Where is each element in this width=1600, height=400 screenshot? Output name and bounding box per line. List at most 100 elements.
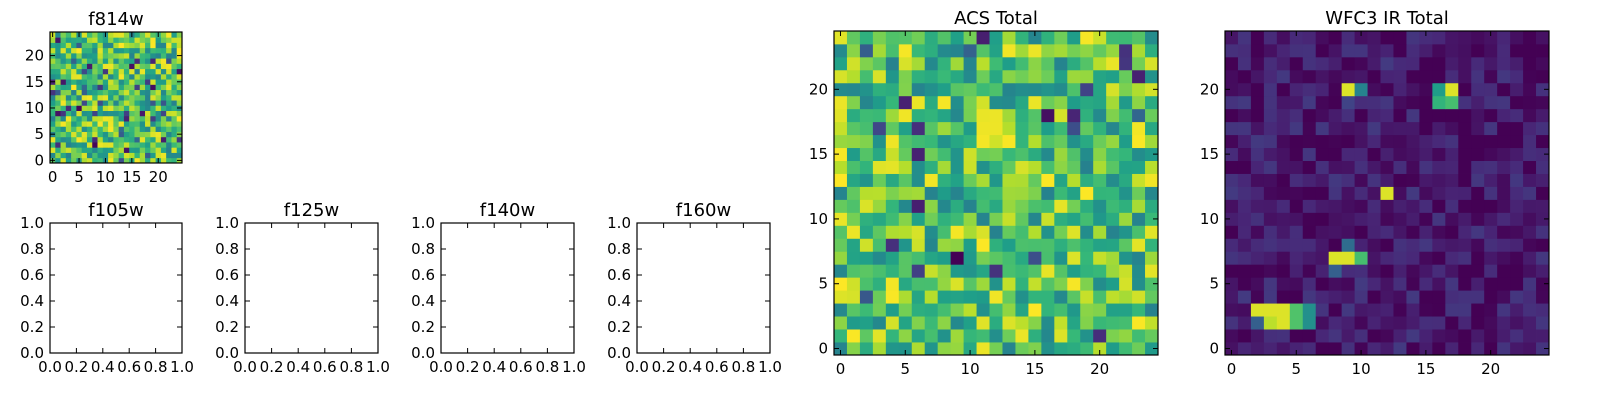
heatmap-cell bbox=[160, 142, 167, 148]
heatmap-cell bbox=[129, 42, 135, 49]
heatmap-cell bbox=[76, 136, 83, 143]
heatmap-cell bbox=[1419, 95, 1433, 110]
heatmap-cell bbox=[97, 68, 104, 75]
heatmap-cell bbox=[1132, 147, 1146, 161]
heatmap-cell bbox=[171, 52, 178, 59]
heatmap-cell bbox=[123, 89, 130, 96]
heatmap-cell bbox=[976, 160, 990, 174]
heatmap-cell bbox=[1263, 173, 1278, 187]
heatmap-cell bbox=[1328, 316, 1343, 330]
heatmap-cell bbox=[50, 47, 56, 54]
heatmap-cell bbox=[55, 79, 61, 85]
heatmap-cell bbox=[1302, 329, 1317, 343]
heatmap-cell bbox=[1237, 277, 1252, 291]
heatmap-cell bbox=[118, 47, 125, 54]
heatmap-cell bbox=[1406, 212, 1420, 226]
x-tick-label: 0.2 bbox=[652, 358, 676, 376]
heatmap-cell bbox=[1041, 342, 1055, 356]
panel-f125w: 0.0 0.2 0.4 0.6 0.8 1.00.00.20.40.60.81.0f125… bbox=[215, 200, 390, 376]
heatmap-cell bbox=[1145, 290, 1159, 304]
heatmap-cell bbox=[1080, 121, 1094, 136]
heatmap-cell bbox=[81, 152, 88, 159]
heatmap-cell bbox=[108, 89, 114, 96]
heatmap-cell bbox=[155, 68, 162, 75]
heatmap-cell bbox=[1289, 121, 1304, 136]
heatmap-cell bbox=[118, 73, 125, 80]
heatmap-cell bbox=[102, 47, 109, 54]
heatmap-cell bbox=[92, 63, 98, 70]
heatmap-cell bbox=[1002, 31, 1016, 45]
heatmap-cell bbox=[86, 68, 93, 75]
heatmap-cell bbox=[1119, 95, 1133, 110]
heatmap-cell bbox=[1432, 56, 1446, 71]
heatmap-cell bbox=[1145, 134, 1159, 149]
heatmap-cell bbox=[55, 84, 61, 91]
heatmap-cell bbox=[1445, 82, 1459, 97]
heatmap-cell bbox=[102, 37, 109, 43]
heatmap-cell bbox=[1367, 160, 1381, 174]
heatmap-cell bbox=[1080, 160, 1094, 174]
heatmap-cell bbox=[55, 37, 61, 43]
heatmap-cell bbox=[1354, 316, 1368, 330]
heatmap-cell bbox=[872, 277, 887, 291]
heatmap-cell bbox=[97, 37, 104, 43]
heatmap-cell bbox=[1263, 225, 1278, 239]
heatmap-cell bbox=[950, 290, 964, 304]
heatmap-cell bbox=[71, 147, 77, 153]
heatmap-cell bbox=[145, 32, 151, 38]
heatmap-cell bbox=[846, 251, 861, 265]
heatmap-cell bbox=[1406, 121, 1420, 136]
heatmap-cell bbox=[1145, 277, 1159, 291]
heatmap-cell bbox=[950, 212, 964, 226]
heatmap-cell bbox=[92, 126, 98, 132]
heatmap-cell bbox=[937, 31, 952, 45]
heatmap-cell bbox=[118, 121, 125, 127]
heatmap-cell bbox=[1067, 225, 1081, 239]
heatmap-cell bbox=[150, 73, 156, 80]
heatmap-cell bbox=[846, 31, 861, 45]
heatmap-cell bbox=[1145, 342, 1159, 356]
heatmap-cell bbox=[134, 126, 141, 132]
panel-title: f814w bbox=[88, 9, 143, 30]
heatmap-cell bbox=[1354, 121, 1368, 136]
heatmap-cell bbox=[1419, 225, 1433, 239]
heatmap-cell bbox=[885, 303, 900, 317]
heatmap-cell bbox=[1536, 342, 1550, 356]
heatmap-cell bbox=[123, 52, 130, 59]
heatmap-cell bbox=[166, 58, 172, 64]
heatmap-cell bbox=[1263, 290, 1278, 304]
heatmap-cell bbox=[1419, 303, 1433, 317]
heatmap-cell bbox=[81, 131, 88, 138]
heatmap-cell bbox=[76, 63, 83, 70]
heatmap-cell bbox=[1302, 43, 1317, 58]
heatmap-cell bbox=[55, 100, 61, 106]
heatmap-cell bbox=[97, 105, 104, 111]
heatmap-cell bbox=[150, 100, 156, 106]
heatmap-cell bbox=[150, 115, 156, 122]
heatmap-cell bbox=[1445, 173, 1459, 187]
heatmap-cell bbox=[1028, 134, 1042, 149]
heatmap-cell bbox=[134, 94, 141, 101]
heatmap-cell bbox=[1393, 303, 1407, 317]
heatmap-cell bbox=[1432, 173, 1446, 187]
heatmap-cell bbox=[1406, 147, 1420, 161]
heatmap-cell bbox=[1119, 43, 1133, 58]
heatmap-cell bbox=[97, 79, 104, 85]
heatmap-cell bbox=[1458, 329, 1472, 343]
heatmap-cell bbox=[1028, 121, 1042, 136]
heatmap-cell bbox=[1471, 303, 1485, 317]
heatmap-cell bbox=[1367, 31, 1381, 45]
heatmap-cell bbox=[1289, 199, 1304, 213]
heatmap-cell bbox=[1328, 31, 1343, 45]
heatmap-cell bbox=[898, 69, 913, 84]
heatmap-cell bbox=[976, 82, 990, 97]
heatmap-cell bbox=[76, 131, 83, 138]
heatmap-cell bbox=[1445, 225, 1459, 239]
heatmap-cell bbox=[1250, 225, 1265, 239]
heatmap-cell bbox=[166, 131, 172, 138]
heatmap-cell bbox=[60, 58, 67, 64]
heatmap-cell bbox=[1497, 43, 1511, 58]
heatmap-cell bbox=[1276, 238, 1291, 252]
heatmap-cell bbox=[1419, 277, 1433, 291]
